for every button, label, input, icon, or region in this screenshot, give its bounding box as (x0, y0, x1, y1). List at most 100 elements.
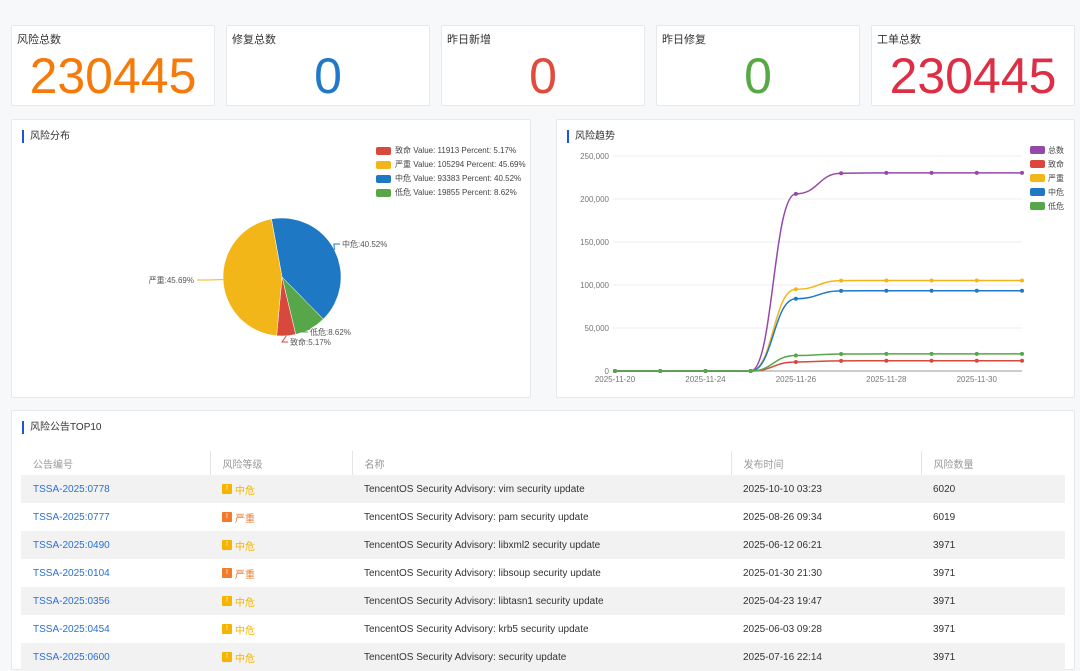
column-header[interactable]: 名称 (352, 451, 731, 475)
column-header[interactable]: 风险数量 (921, 451, 1065, 475)
data-point[interactable] (884, 278, 888, 282)
column-header[interactable]: 风险等级 (210, 451, 352, 475)
legend-text[interactable]: 严重 (1048, 173, 1064, 183)
publish-time: 2025-08-26 09:34 (731, 503, 921, 531)
data-point[interactable] (839, 289, 843, 293)
slice-label: 严重:45.69% (149, 275, 194, 285)
table-row[interactable]: TSSA-2025:0454 !中危 TencentOS Security Ad… (21, 615, 1065, 643)
data-point[interactable] (930, 359, 934, 363)
data-point[interactable] (703, 369, 707, 373)
data-point[interactable] (975, 171, 979, 175)
data-point[interactable] (1020, 352, 1024, 356)
data-point[interactable] (794, 354, 798, 358)
x-tick-label: 2025-11-28 (866, 375, 907, 384)
level-badge: !中危 (222, 622, 255, 637)
column-header[interactable]: 发布时间 (731, 451, 921, 475)
publish-time: 2025-04-23 19:47 (731, 587, 921, 615)
advisory-link[interactable]: TSSA-2025:0600 (33, 652, 110, 663)
legend-text[interactable]: 总数 (1048, 145, 1064, 155)
advisory-link[interactable]: TSSA-2025:0777 (33, 512, 110, 523)
level-badge: !中危 (222, 482, 255, 497)
data-point[interactable] (1020, 359, 1024, 363)
table-row[interactable]: TSSA-2025:0104 !严重 TencentOS Security Ad… (21, 559, 1065, 587)
series-line-总数 (615, 173, 1022, 371)
data-point[interactable] (930, 352, 934, 356)
data-point[interactable] (975, 289, 979, 293)
data-point[interactable] (839, 352, 843, 356)
legend-swatch[interactable] (1030, 146, 1045, 154)
legend-text[interactable]: 低危 (1048, 201, 1064, 211)
stat-value: 230445 (12, 46, 214, 106)
data-point[interactable] (794, 360, 798, 364)
warning-icon: ! (222, 484, 232, 494)
y-tick-label: 50,000 (585, 324, 610, 333)
advisory-link[interactable]: TSSA-2025:0454 (33, 624, 110, 635)
line-chart: 050,000100,000150,000200,000250,0002025-… (557, 120, 1076, 399)
data-point[interactable] (1020, 278, 1024, 282)
data-point[interactable] (884, 171, 888, 175)
advisory-name: TencentOS Security Advisory: libtasn1 se… (352, 587, 731, 615)
risk-count: 3971 (921, 587, 1065, 615)
level-text: 中危 (235, 482, 255, 497)
level-badge: !严重 (222, 566, 255, 581)
data-point[interactable] (658, 369, 662, 373)
advisory-table: 公告编号风险等级名称发布时间风险数量 TSSA-2025:0778 !中危 Te… (21, 451, 1065, 671)
panel-title: 风险公告TOP10 (22, 421, 102, 434)
pie-slice-严重[interactable] (223, 219, 282, 336)
legend-swatch[interactable] (1030, 202, 1045, 210)
data-point[interactable] (839, 359, 843, 363)
legend-text[interactable]: 致命 (1048, 159, 1064, 169)
table-row[interactable]: TSSA-2025:0777 !严重 TencentOS Security Ad… (21, 503, 1065, 531)
legend-text[interactable]: 中危 (1048, 187, 1064, 197)
data-point[interactable] (975, 352, 979, 356)
legend-swatch[interactable] (1030, 160, 1045, 168)
x-tick-label: 2025-11-20 (595, 375, 636, 384)
data-point[interactable] (930, 289, 934, 293)
advisory-link[interactable]: TSSA-2025:0490 (33, 540, 110, 551)
risk-count: 6019 (921, 503, 1065, 531)
data-point[interactable] (884, 359, 888, 363)
data-point[interactable] (794, 192, 798, 196)
publish-time: 2025-07-16 22:14 (731, 643, 921, 671)
level-text: 严重 (235, 510, 255, 525)
data-point[interactable] (1020, 171, 1024, 175)
data-point[interactable] (839, 279, 843, 283)
table-row[interactable]: TSSA-2025:0600 !中危 TencentOS Security Ad… (21, 643, 1065, 671)
data-point[interactable] (613, 369, 617, 373)
data-point[interactable] (794, 297, 798, 301)
y-tick-label: 150,000 (580, 238, 609, 247)
data-point[interactable] (930, 171, 934, 175)
data-point[interactable] (794, 287, 798, 291)
series-line-中危 (615, 291, 1022, 371)
data-point[interactable] (975, 278, 979, 282)
data-point[interactable] (749, 369, 753, 373)
data-point[interactable] (884, 289, 888, 293)
column-header[interactable]: 公告编号 (21, 451, 210, 475)
table-row[interactable]: TSSA-2025:0356 !中危 TencentOS Security Ad… (21, 587, 1065, 615)
data-point[interactable] (930, 278, 934, 282)
data-point[interactable] (884, 352, 888, 356)
table-row[interactable]: TSSA-2025:0778 !中危 TencentOS Security Ad… (21, 475, 1065, 503)
advisory-name: TencentOS Security Advisory: libxml2 sec… (352, 531, 731, 559)
top10-panel: 风险公告TOP10 公告编号风险等级名称发布时间风险数量 TSSA-2025:0… (11, 410, 1075, 670)
legend-swatch[interactable] (1030, 188, 1045, 196)
risk-count: 6020 (921, 475, 1065, 503)
risk-count: 3971 (921, 559, 1065, 587)
slice-label: 低危:8.62% (310, 327, 351, 337)
advisory-link[interactable]: TSSA-2025:0356 (33, 596, 110, 607)
table-row[interactable]: TSSA-2025:0490 !中危 TencentOS Security Ad… (21, 531, 1065, 559)
risk-count: 3971 (921, 643, 1065, 671)
advisory-link[interactable]: TSSA-2025:0778 (33, 484, 110, 495)
data-point[interactable] (1020, 289, 1024, 293)
label-line (282, 336, 288, 342)
stat-label: 昨日新增 (447, 31, 491, 47)
level-text: 中危 (235, 594, 255, 609)
data-point[interactable] (839, 171, 843, 175)
legend-swatch[interactable] (1030, 174, 1045, 182)
data-point[interactable] (975, 359, 979, 363)
advisory-link[interactable]: TSSA-2025:0104 (33, 568, 110, 579)
label-line (334, 244, 340, 250)
publish-time: 2025-06-03 09:28 (731, 615, 921, 643)
